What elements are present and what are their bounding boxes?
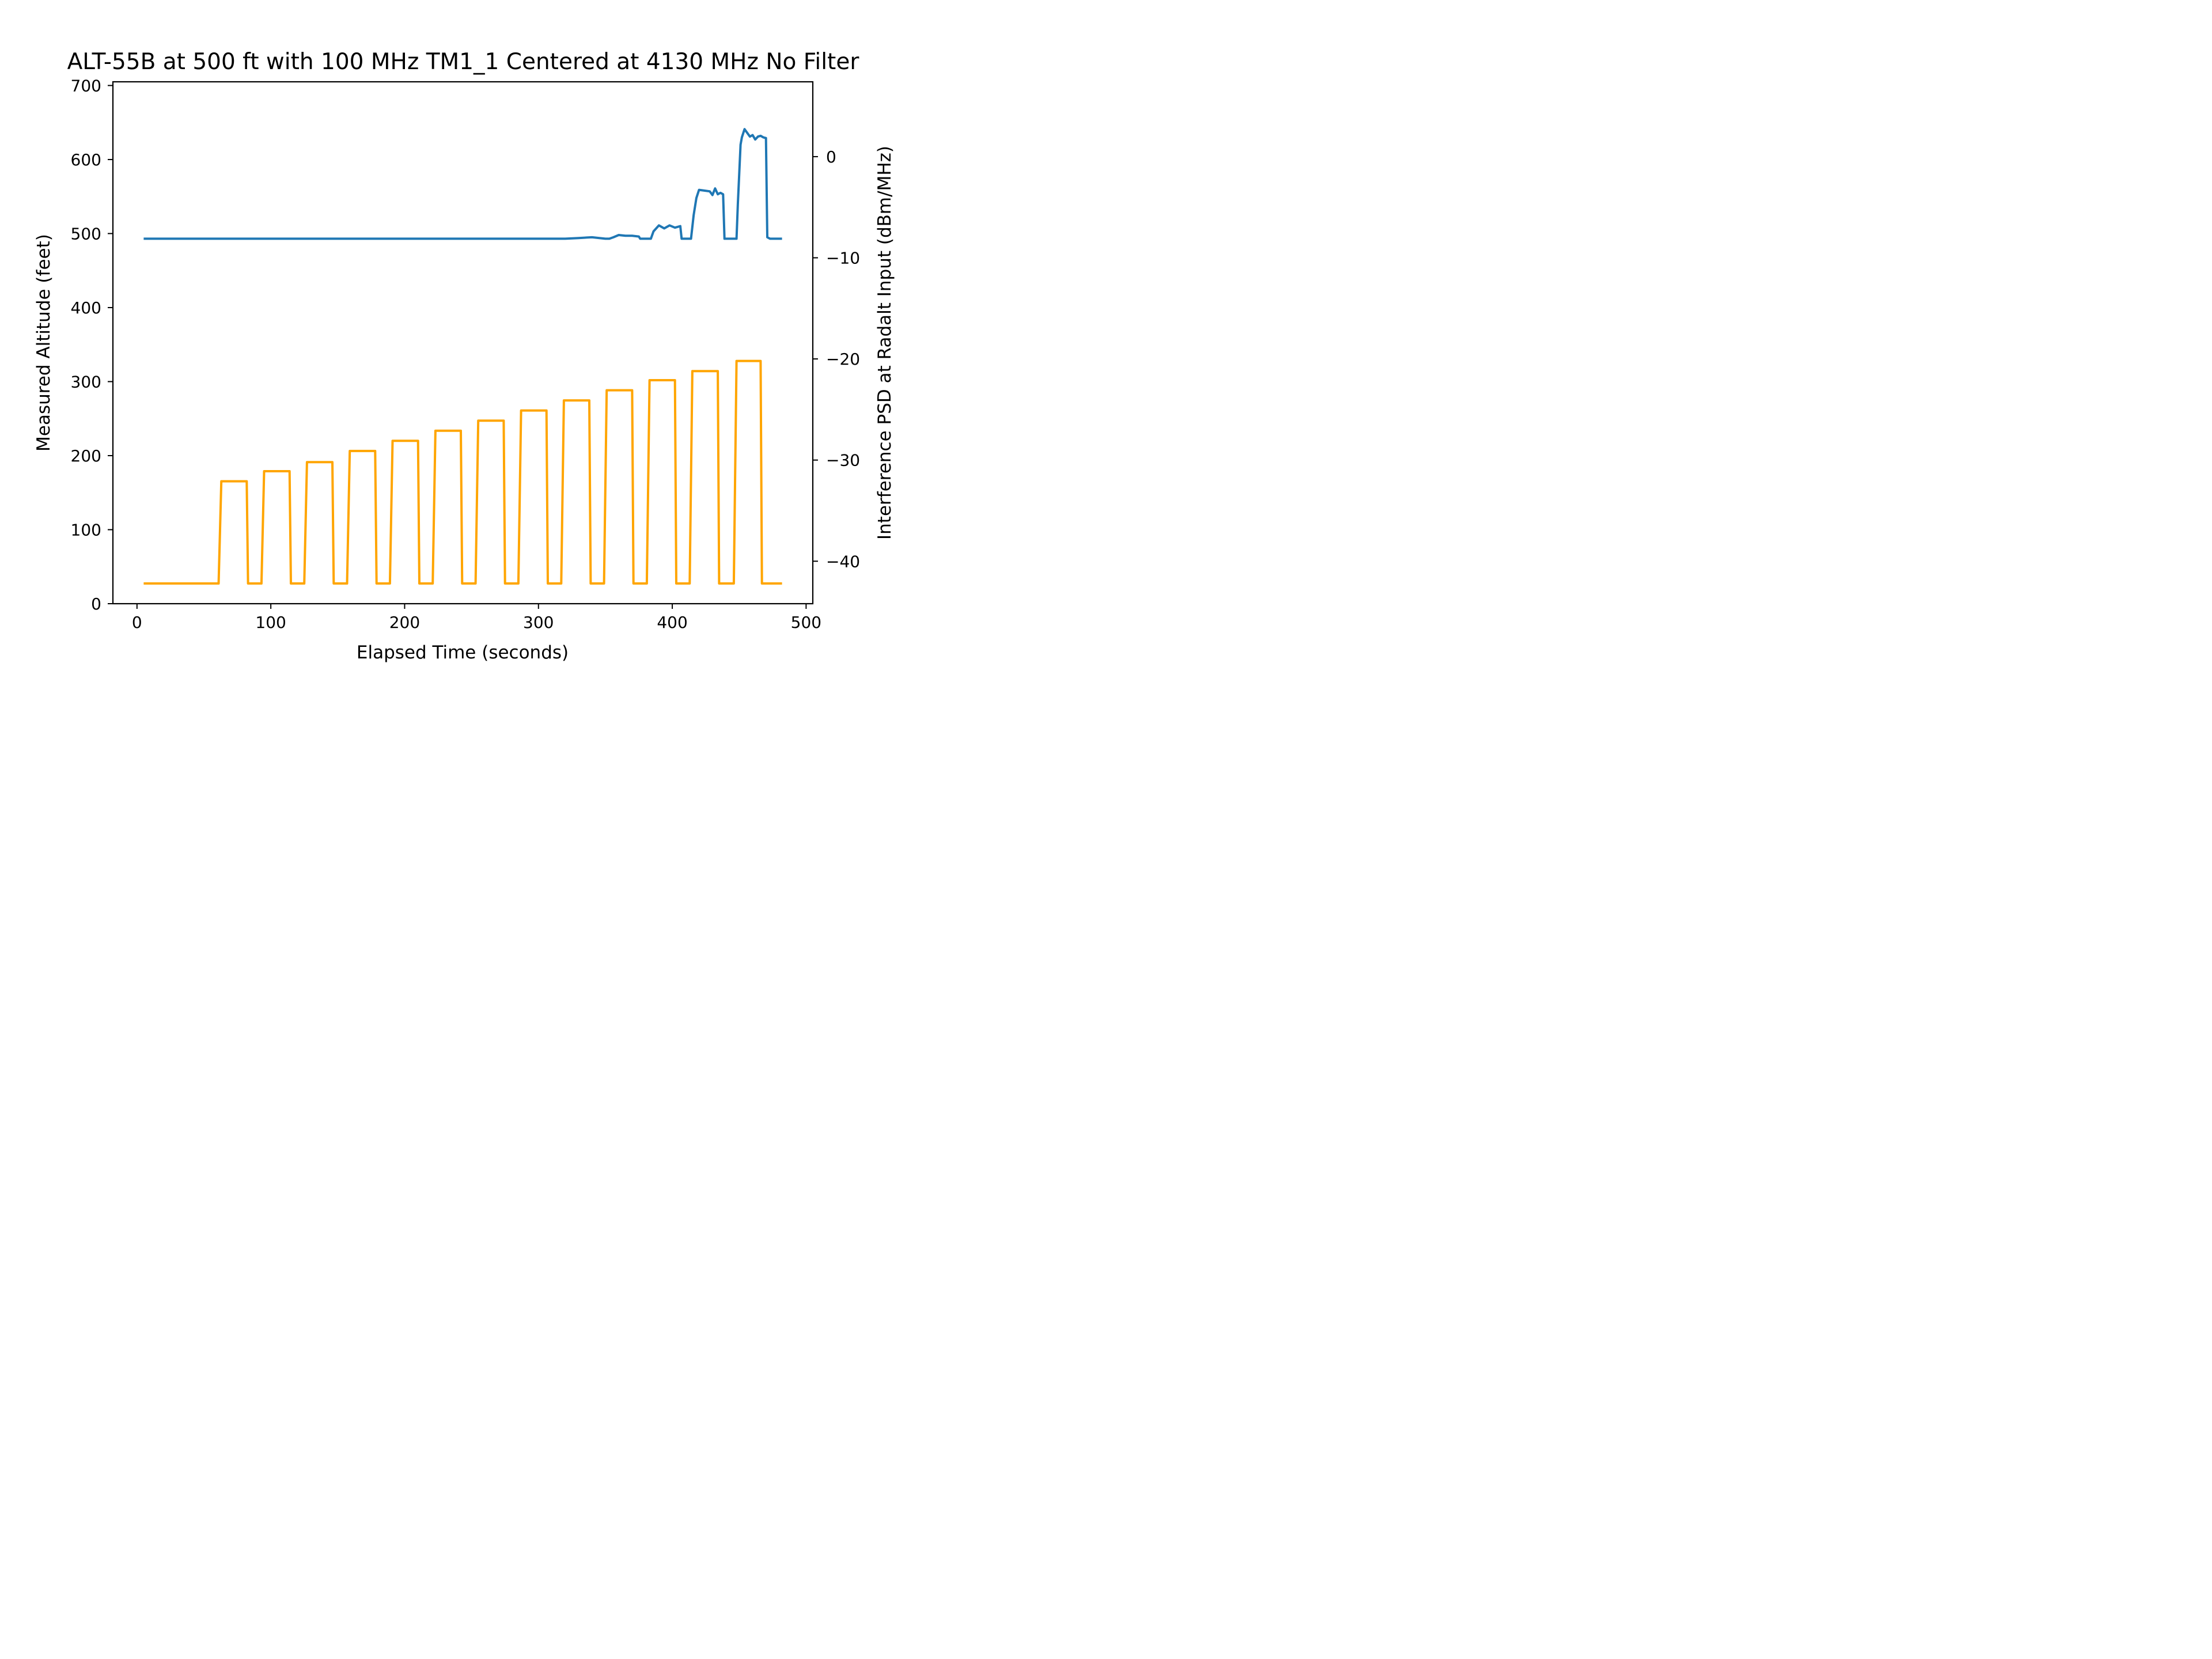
x-tick-label: 0 — [132, 613, 142, 632]
y2-tick-label: −20 — [826, 350, 860, 369]
y-tick-label: 700 — [71, 76, 101, 95]
ticks-layer: 0 100 200 300 400 500 0 100 200 300 400 500 600 700 −4… — [71, 76, 861, 632]
y-tick-label: 200 — [71, 446, 101, 465]
y2-tick-label: −30 — [826, 451, 860, 470]
x-axis-label: Elapsed Time (seconds) — [357, 642, 569, 663]
y-tick-label: 400 — [71, 298, 101, 317]
y2-tick-label: 0 — [826, 147, 836, 166]
y-tick-label: 0 — [91, 594, 101, 613]
interference-psd-series-line — [143, 359, 782, 585]
chart-title: ALT-55B at 500 ft with 100 MHz TM1_1 Cen… — [67, 49, 860, 75]
y2-tick-label: −40 — [826, 552, 860, 571]
x-tick-label: 200 — [389, 613, 420, 632]
y-tick-label: 300 — [71, 372, 101, 391]
y-tick-label: 100 — [71, 520, 101, 539]
x-tick-label: 300 — [523, 613, 554, 632]
x-tick-label: 100 — [255, 613, 286, 632]
plot-area-frame — [112, 81, 814, 605]
y-tick-label: 500 — [71, 224, 101, 243]
chart: ALT-55B at 500 ft with 100 MHz TM1_1 Cen… — [33, 49, 895, 663]
x-tick-label: 400 — [657, 613, 687, 632]
y-tick-label: 600 — [71, 150, 101, 169]
y-axis-label: Measured Altitude (feet) — [33, 234, 54, 452]
y2-axis-label: Interference PSD at Radalt Input (dBm/MH… — [874, 146, 895, 540]
y2-tick-label: −10 — [826, 249, 860, 268]
measured-altitude-series-line — [143, 128, 782, 240]
series-layer — [143, 128, 782, 585]
x-tick-label: 500 — [791, 613, 821, 632]
